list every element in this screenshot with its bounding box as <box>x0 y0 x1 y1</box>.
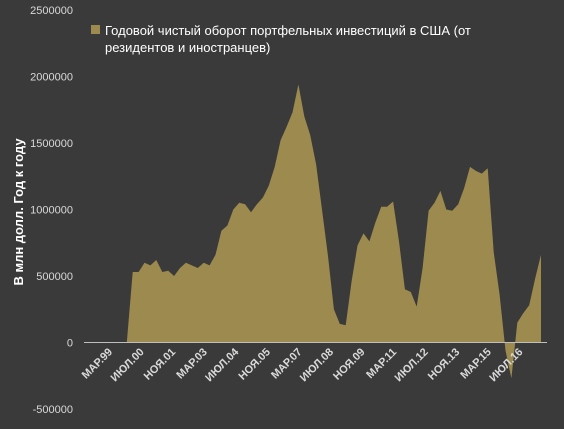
legend-swatch <box>91 25 100 34</box>
y-tick-label: 2500000 <box>30 5 73 17</box>
area-series <box>109 84 541 379</box>
legend-label-line-2: резидентов и иностранцев) <box>105 40 270 55</box>
y-tick-label: 1000000 <box>30 205 73 217</box>
y-tick-label: 2000000 <box>30 72 73 84</box>
legend-label: Годовой чистый оборот портфельных инвест… <box>105 23 475 55</box>
y-tick-label: -500000 <box>33 404 73 416</box>
y-tick-label: 0 <box>67 338 73 350</box>
plot-area <box>109 84 541 379</box>
legend: Годовой чистый оборот портфельных инвест… <box>91 23 475 55</box>
y-axis-label: В млн долл. Год к году <box>11 138 26 286</box>
legend-label-line-1: Годовой чистый оборот портфельных инвест… <box>105 23 471 38</box>
y-tick-label: 500000 <box>36 271 73 283</box>
y-tick-label: 1500000 <box>30 138 73 150</box>
y-tick-labels: 2500000 2000000 1500000 1000000 500000 0 -5000… <box>30 5 73 416</box>
